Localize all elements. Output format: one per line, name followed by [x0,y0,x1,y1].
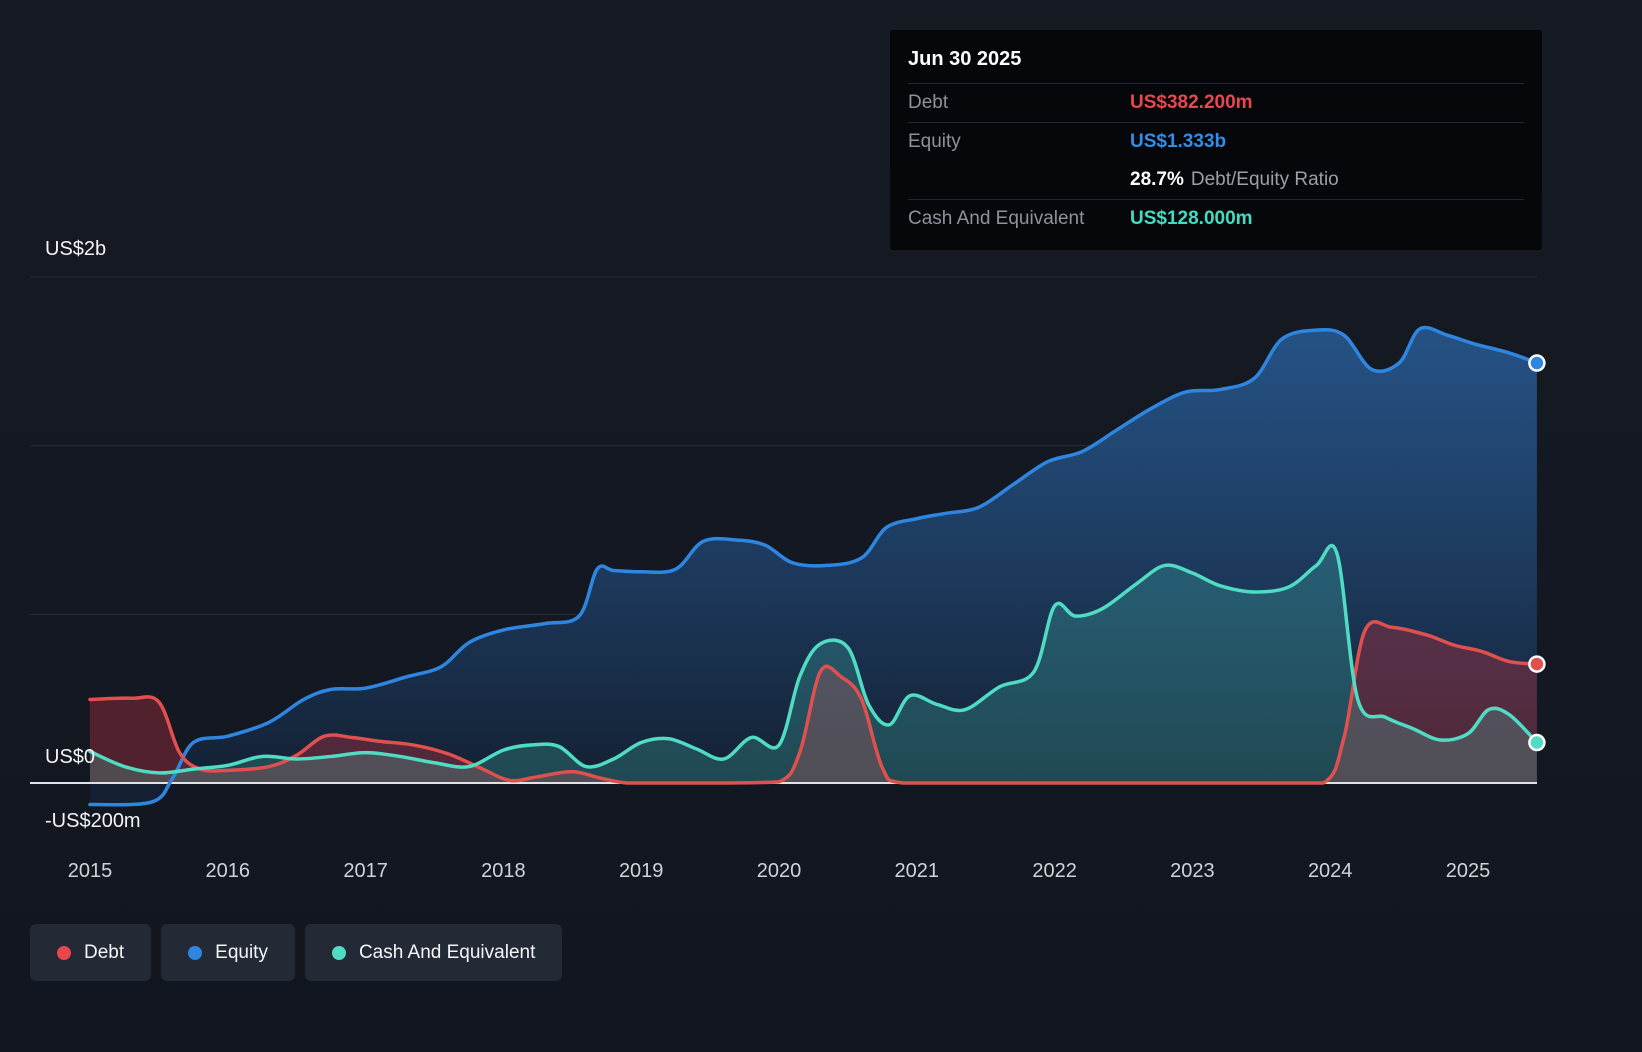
cash-legend-dot-icon [331,945,346,960]
tooltip-debt-label: Debt [908,92,949,113]
y-axis-label-2b: US$2b [45,238,107,260]
y-axis-label-neg200: -US$200m [45,810,141,832]
tooltip-date: Jun 30 2025 [908,48,1022,70]
x-tick-label: 2018 [481,860,526,882]
x-tick-label: 2015 [67,860,113,882]
tooltip-cash-label: Cash And Equivalent [908,208,1085,229]
tooltip-row-debt: Debt US$382.200m [908,83,1524,122]
tooltip-row-ratio: 28.7% Debt/Equity Ratio [908,161,1524,199]
x-tick-label: 2019 [618,860,664,882]
tooltip: Jun 30 2025 Debt US$382.200m Equity US$1… [890,30,1542,250]
equity-legend-dot-icon [188,945,203,960]
x-tick-label: 2022 [1032,860,1077,882]
x-tick-label: 2017 [343,860,388,882]
x-tick-label: 2024 [1307,860,1353,882]
x-tick-label: 2025 [1445,860,1491,882]
tooltip-equity-value: US$1.333b [1130,131,1227,152]
legend: Debt Equity Cash And Equivalent [30,924,563,981]
x-tick-label: 2023 [1170,860,1215,882]
x-tick-label: 2021 [894,860,940,882]
tooltip-debt-value: US$382.200m [1130,92,1253,113]
tooltip-row-cash: Cash And Equivalent US$128.000m [908,199,1524,238]
x-tick-label: 2016 [205,860,251,882]
legend-item-equity[interactable]: Equity [161,924,295,981]
tooltip-equity-label: Equity [908,131,961,152]
y-axis-label-zero: US$0 [45,746,96,768]
legend-item-debt[interactable]: Debt [30,924,152,981]
legend-label-cash: Cash And Equivalent [358,941,536,963]
tooltip-ratio-value: 28.7% [1130,169,1184,190]
legend-item-cash[interactable]: Cash And Equivalent [304,924,563,981]
tooltip-cash-value: US$128.000m [1130,208,1253,229]
tooltip-row-equity: Equity US$1.333b [908,122,1524,161]
legend-label-equity: Equity [215,941,268,963]
x-tick-label: 2020 [756,860,802,882]
tooltip-ratio-label: Debt/Equity Ratio [1190,169,1339,190]
legend-label-debt: Debt [84,941,125,963]
debt-legend-dot-icon [57,945,71,960]
